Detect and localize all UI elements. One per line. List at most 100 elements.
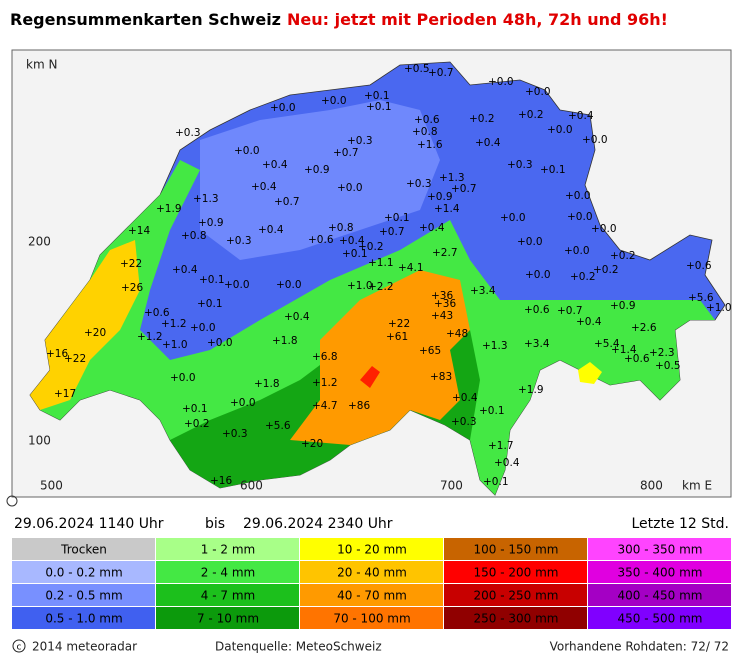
copyright-icon xyxy=(12,639,26,653)
legend-swatch xyxy=(156,538,299,560)
legend-swatch xyxy=(444,538,587,560)
station-value: +0.0 xyxy=(224,279,250,291)
legend-label: 0.0 - 0.2 mm xyxy=(45,566,122,580)
title: Regensummenkarten Schweiz Neu: jetzt mit … xyxy=(10,10,668,29)
station-value: +0.2 xyxy=(610,250,636,262)
period-end: 29.06.2024 2340 Uhr xyxy=(243,516,393,532)
station-value: +0.6 xyxy=(624,353,650,365)
station-value: +0.0 xyxy=(234,145,260,157)
station-value: +0.0 xyxy=(565,190,591,202)
station-value: +0.7 xyxy=(274,196,300,208)
station-value: +1.8 xyxy=(272,335,298,347)
station-value: +0.0 xyxy=(547,124,573,136)
highlight: Neu: jetzt mit Perioden 48h, 72h und 96h… xyxy=(287,10,668,29)
axis-label: 700 xyxy=(440,479,463,493)
station-value: +1.2 xyxy=(312,377,338,389)
station-value: +0.4 xyxy=(576,316,602,328)
legend-label: 0.5 - 1.0 mm xyxy=(45,612,122,626)
station-value: +0.0 xyxy=(230,397,256,409)
station-value: +0.2 xyxy=(184,418,210,430)
station-value: +0.1 xyxy=(366,101,392,113)
legend-label: 1 - 2 mm xyxy=(201,543,255,557)
legend-swatch xyxy=(588,538,731,560)
axis-label: 200 xyxy=(28,235,51,249)
station-value: +0.0 xyxy=(270,102,296,114)
station-value: +1.9 xyxy=(156,203,182,215)
raw-data: Vorhandene Rohdaten: 72/ 72 xyxy=(550,640,729,654)
origin-marker xyxy=(6,495,18,507)
data-source: Datenquelle: MeteoSchweiz xyxy=(215,640,382,654)
station-value: +0.5 xyxy=(655,360,681,372)
station-value: +1.4 xyxy=(611,344,637,356)
station-value: +1.3 xyxy=(193,193,219,205)
station-value: +0.4 xyxy=(262,159,288,171)
station-value: +0.0 xyxy=(276,279,302,291)
legend-swatch xyxy=(12,561,155,583)
station-value: +0.0 xyxy=(170,372,196,384)
light-rain-area xyxy=(200,100,440,260)
title-text: Regensummenkarten Schweiz xyxy=(10,10,281,29)
station-value: +0.0 xyxy=(567,211,593,223)
station-value: +0.7 xyxy=(451,183,477,195)
station-value: +0.6 xyxy=(686,260,712,272)
station-value: +0.1 xyxy=(199,274,225,286)
legend-label: 150 - 200 mm xyxy=(474,566,559,580)
station-value: +26 xyxy=(121,282,143,294)
station-value: +0.0 xyxy=(525,269,551,281)
station-value: +4.1 xyxy=(398,262,424,274)
station-value: +0.8 xyxy=(181,230,207,242)
station-value: +3.4 xyxy=(524,338,550,350)
station-value: +0.4 xyxy=(494,457,520,469)
station-value: +1.1 xyxy=(368,257,394,269)
station-value: +83 xyxy=(430,371,452,383)
station-value: +22 xyxy=(120,258,142,270)
axis-label: 500 xyxy=(40,479,63,493)
station-value: +0.7 xyxy=(379,226,405,238)
legend-label: 450 - 500 mm xyxy=(618,612,703,626)
period-duration: Letzte 12 Std. xyxy=(631,516,729,532)
legend-swatch xyxy=(588,561,731,583)
station-value: +0.0 xyxy=(582,134,608,146)
station-value: +0.1 xyxy=(197,298,223,310)
station-value: +0.1 xyxy=(483,476,509,488)
axis-label: km E xyxy=(682,479,712,493)
station-value: +0.4 xyxy=(339,235,365,247)
station-value: +3.4 xyxy=(470,285,496,297)
station-value: +0.4 xyxy=(568,110,594,122)
station-value: +1.2 xyxy=(137,331,163,343)
station-value: +0.2 xyxy=(469,113,495,125)
station-value: +22 xyxy=(388,318,410,330)
legend-label: 2 - 4 mm xyxy=(201,566,255,580)
period-separator: bis xyxy=(205,516,225,532)
legend-label: 350 - 400 mm xyxy=(618,566,703,580)
copyright-c: c xyxy=(17,643,22,653)
station-value: +0.0 xyxy=(525,86,551,98)
station-value: +0.4 xyxy=(419,222,445,234)
station-value: +0.3 xyxy=(347,135,373,147)
period-start: 29.06.2024 1140 Uhr xyxy=(14,516,164,532)
station-value: +20 xyxy=(301,438,323,450)
station-value: +0.1 xyxy=(540,164,566,176)
station-value: +2.7 xyxy=(432,247,458,259)
station-value: +0.3 xyxy=(222,428,248,440)
station-value: +0.7 xyxy=(333,147,359,159)
station-value: +86 xyxy=(348,400,370,412)
axis-label: km N xyxy=(26,58,57,72)
station-value: +0.1 xyxy=(384,212,410,224)
orange-area xyxy=(290,270,470,445)
station-value: +0.4 xyxy=(452,392,478,404)
station-value: +0.0 xyxy=(207,337,233,349)
legend-label: 300 - 350 mm xyxy=(618,543,703,557)
legend-swatch xyxy=(444,561,587,583)
station-value: +0.1 xyxy=(342,248,368,260)
station-value: +0.2 xyxy=(593,264,619,276)
legend-label: 0.2 - 0.5 mm xyxy=(45,589,122,603)
legend-swatch xyxy=(300,561,443,583)
station-value: +0.9 xyxy=(427,191,453,203)
station-value: +2.6 xyxy=(631,322,657,334)
legend-swatch xyxy=(156,561,299,583)
legend-label: 7 - 10 mm xyxy=(197,612,259,626)
axis-label: 100 xyxy=(28,434,51,448)
station-value: +16 xyxy=(46,348,68,360)
